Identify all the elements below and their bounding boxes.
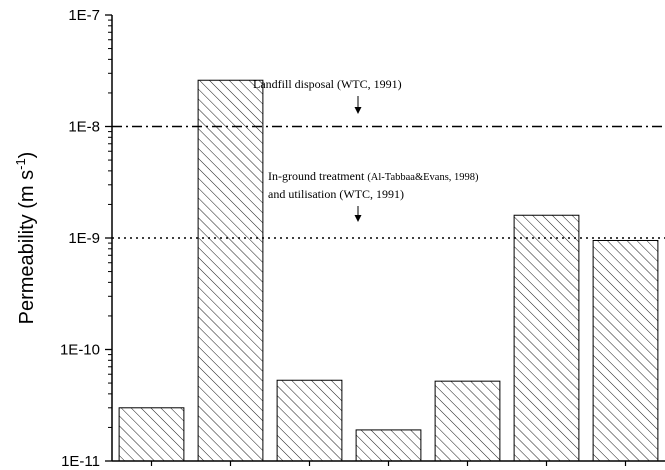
bar-mg-ioc <box>434 380 501 462</box>
x-tick-label: CMF <box>530 468 563 470</box>
x-tick-label: CMF+IOC <box>592 468 660 470</box>
x-tick-label: MG+IOC <box>438 468 498 470</box>
y-tick-label: 1E-10 <box>60 342 100 359</box>
arrow-head-1 <box>354 107 362 114</box>
y-tick-label: 1E-7 <box>68 7 100 24</box>
bar-cmf-ioc <box>592 239 659 462</box>
y-axis-title-text: Permeability (m s-1) <box>13 152 38 325</box>
x-tick-label: C <box>146 468 157 470</box>
bar-mg <box>276 379 343 462</box>
arrow-head-2 <box>354 215 362 222</box>
x-tick-label: 2MG <box>372 468 405 470</box>
reference-label-2-line-2: and utilisation (WTC, 1991) <box>268 187 404 201</box>
bar-2mg <box>355 429 422 462</box>
reference-lines <box>112 125 665 239</box>
reference-label-2-line-1: In-ground treatment (Al-Tabbaa&Evans, 19… <box>268 169 479 183</box>
reference-label-1-line-1: Landfill disposal (WTC, 1991) <box>253 77 402 91</box>
y-axis-title: Permeability (m s-1) <box>13 152 38 325</box>
annotations: Landfill disposal (WTC, 1991) In-ground t… <box>253 77 479 222</box>
bars <box>118 79 659 462</box>
axes: C M+IOC MG 2MG MG+IOC CMF CMF+IOC 1E-11 1E-10 1E-… <box>60 7 665 470</box>
bar-cmf <box>513 214 580 462</box>
bar-m-ioc <box>197 79 264 462</box>
x-tick-label: MG <box>297 468 321 470</box>
y-tick-label: 1E-9 <box>68 230 100 247</box>
x-tick-label: M+IOC <box>207 468 255 470</box>
y-tick-label: 1E-11 <box>61 453 100 470</box>
bar-c <box>118 407 185 462</box>
y-tick-label: 1E-8 <box>68 119 100 136</box>
